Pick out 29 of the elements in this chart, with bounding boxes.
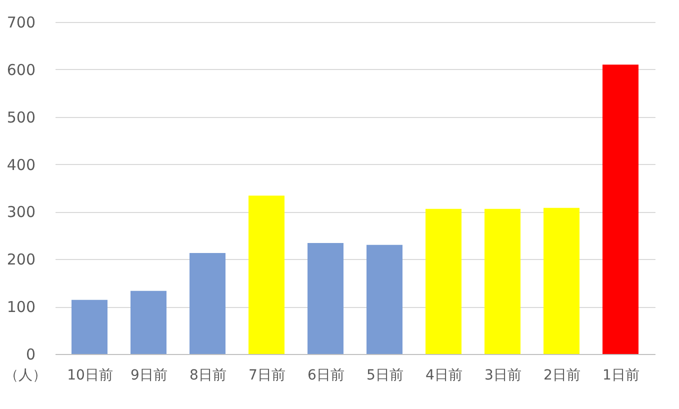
x-tick-label: 6日前 [308,368,344,384]
y-axis-title: （人） [4,368,46,384]
y-tick-label: 600 [6,60,36,79]
x-tick-label: 5日前 [366,368,404,384]
x-tick-label: 1日前 [602,368,640,384]
bar [366,244,402,354]
bar [248,196,284,354]
y-tick-label: 100 [6,298,36,316]
x-tick-label: 8日前 [190,368,226,384]
bar [544,208,580,354]
bar [308,243,344,354]
bar [190,252,226,354]
x-tick-label: 2日前 [544,368,580,384]
x-tick-label: 3日前 [484,368,522,384]
x-tick-label: 4日前 [426,368,462,384]
y-tick-label: 300 [6,203,36,222]
x-tick-label: 10日前 [67,368,113,384]
y-tick-label: 500 [6,108,36,126]
bar [602,64,638,354]
bar [426,208,462,354]
bar [130,290,166,354]
y-tick-label: 0 [26,346,36,364]
x-tick-label: 7日前 [248,368,286,384]
bar [72,300,108,354]
y-tick-label: 700 [6,14,36,32]
y-tick-label: 400 [6,156,36,174]
bar [484,208,520,354]
x-tick-label: 9日前 [130,368,168,384]
y-tick-label: 200 [6,250,36,269]
